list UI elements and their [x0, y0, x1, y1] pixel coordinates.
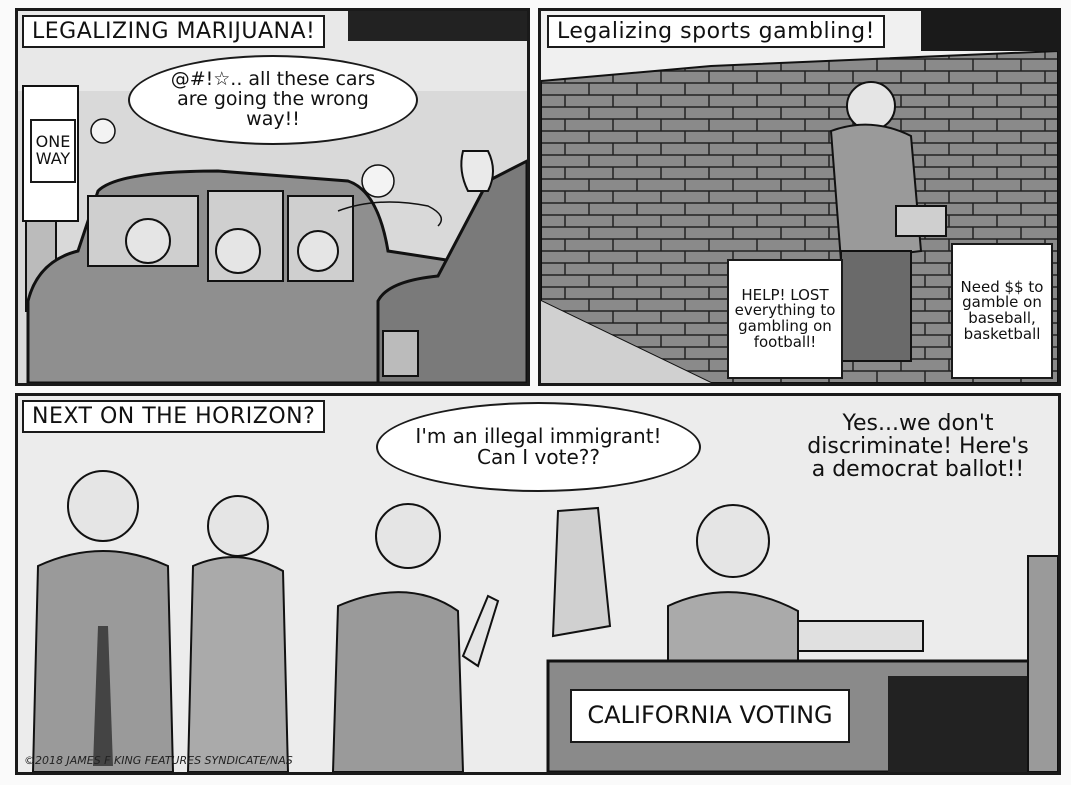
one-way-sign-line2: WAY: [35, 149, 71, 168]
one-way-sign-line1: ONE: [35, 132, 71, 152]
speech-bubble: @#!☆.. all these cars are going the wron…: [128, 55, 418, 145]
help-sign: HELP! LOST everything to gambling on foo…: [727, 259, 843, 379]
panel-next-on-horizon: NEXT ON THE HORIZON? I'm an illegal immi…: [15, 393, 1061, 775]
copyright-credit: ©2018 JAMES F KING FEATURES SYNDICATE/NA…: [24, 754, 293, 767]
need-money-sign: Need $$ to gamble on baseball, basketbal…: [951, 243, 1053, 379]
panel-caption: Legalizing sports gambling!: [547, 15, 885, 48]
panel-caption: NEXT ON THE HORIZON?: [22, 400, 326, 433]
panel-marijuana: LEGALIZING MARIJUANA! ONE WAY @#!☆.. all…: [15, 8, 530, 386]
one-way-sign: ONE WAY: [30, 119, 76, 183]
california-voting-sign: CALIFORNIA VOTING: [570, 689, 850, 743]
voting-scene-art: [31, 470, 1058, 772]
panel-caption: LEGALIZING MARIJUANA!: [22, 15, 326, 48]
panel-sports-gambling: Legalizing sports gambling! HELP! LOST e…: [538, 8, 1061, 386]
immigrant-speech-bubble: I'm an illegal immigrant! Can I vote??: [376, 402, 701, 492]
marijuana-scene-art: [18, 11, 527, 383]
poll-worker-speech: Yes...we don't discriminate! Here's a de…: [807, 411, 1029, 483]
